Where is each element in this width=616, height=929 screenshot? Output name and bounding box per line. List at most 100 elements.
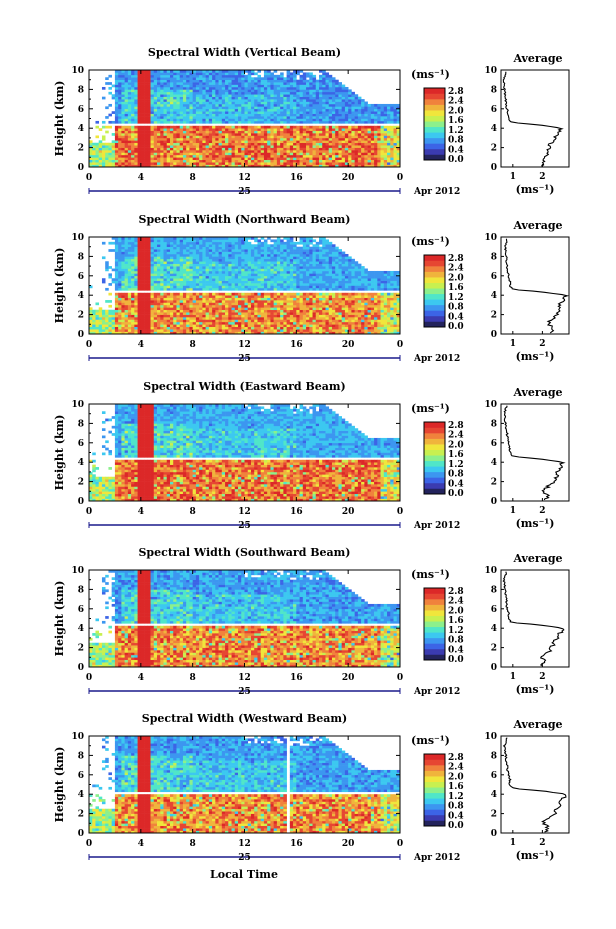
heat-cell <box>296 94 300 97</box>
heat-cell <box>303 104 307 107</box>
heat-cell <box>283 135 287 138</box>
heat-cell <box>219 302 223 305</box>
heat-cell <box>180 300 184 303</box>
heat-cell <box>147 99 151 102</box>
heat-cell <box>151 307 155 310</box>
heat-cell <box>180 305 184 308</box>
heat-cell <box>147 150 151 153</box>
heat-cell <box>325 72 329 75</box>
heat-cell <box>118 310 122 313</box>
heat-cell <box>387 148 391 151</box>
heat-cell <box>306 99 310 102</box>
heat-cell <box>277 104 281 107</box>
heat-cell <box>215 264 219 267</box>
heat-cell <box>261 133 265 136</box>
heat-cell <box>173 244 177 247</box>
heat-cell <box>199 283 203 286</box>
heat-cell <box>316 82 320 85</box>
heat-cell <box>212 87 216 90</box>
heat-cell <box>147 286 151 289</box>
heat-cell <box>134 150 138 153</box>
heat-cell <box>235 302 239 305</box>
heat-cell <box>173 160 177 163</box>
heat-cell <box>316 92 320 95</box>
heat-cell <box>193 97 197 100</box>
heat-cell <box>170 99 174 102</box>
heat-cell <box>202 143 206 146</box>
heat-cell <box>141 114 145 117</box>
heat-cell <box>199 87 203 90</box>
heat-cell <box>222 75 226 78</box>
heat-cell <box>329 85 333 88</box>
heat-cell <box>176 104 180 107</box>
heat-cell <box>306 131 310 134</box>
heat-cell <box>345 157 349 160</box>
heat-cell <box>189 140 193 143</box>
heat-cell <box>225 157 229 160</box>
heat-cell <box>319 75 323 78</box>
heat-cell <box>173 252 177 255</box>
heat-cell <box>196 298 200 301</box>
heat-cell <box>358 111 362 114</box>
heat-cell <box>228 111 232 114</box>
heat-cell <box>251 121 255 124</box>
heat-cell <box>232 111 236 114</box>
heat-cell <box>147 256 151 259</box>
heat-cell <box>147 148 151 151</box>
heat-cell <box>134 242 138 245</box>
heat-cell <box>186 128 190 131</box>
heat-cell <box>160 300 164 303</box>
heat-cell <box>296 97 300 100</box>
heat-cell <box>241 94 245 97</box>
heat-cell <box>141 126 145 129</box>
heat-cell <box>167 305 171 308</box>
heat-cell <box>151 114 155 117</box>
heat-cell <box>316 104 320 107</box>
heat-cell <box>125 252 129 255</box>
heat-cell <box>215 72 219 75</box>
heat-cell <box>186 310 190 313</box>
heat-cell <box>170 261 174 264</box>
heat-cell <box>121 116 125 119</box>
heat-cell <box>199 266 203 269</box>
heat-cell <box>228 126 232 129</box>
heat-cell <box>125 152 129 155</box>
heat-cell <box>112 155 116 158</box>
heat-cell <box>160 143 164 146</box>
heat-cell <box>384 114 388 117</box>
heat-cell <box>309 92 313 95</box>
heat-cell <box>196 72 200 75</box>
heat-cell <box>325 114 329 117</box>
heat-cell <box>348 140 352 143</box>
heat-cell <box>199 317 203 320</box>
heat-cell <box>134 89 138 92</box>
heat-cell <box>102 126 106 129</box>
heat-cell <box>115 295 119 298</box>
heat-cell <box>199 286 203 289</box>
heat-cell <box>115 317 119 320</box>
heat-cell <box>206 293 210 296</box>
heat-cell <box>319 85 323 88</box>
heat-cell <box>92 327 96 330</box>
heat-cell <box>287 80 291 83</box>
heat-cell <box>309 106 313 109</box>
heat-cell <box>313 77 317 80</box>
heat-cell <box>316 109 320 112</box>
heat-cell <box>112 324 116 327</box>
heat-cell <box>287 152 291 155</box>
heat-cell <box>238 278 242 281</box>
heat-cell <box>303 150 307 153</box>
heat-cell <box>189 114 193 117</box>
heat-cell <box>313 114 317 117</box>
y-tick-label: 8 <box>78 85 84 95</box>
heat-cell <box>222 276 226 279</box>
heat-cell <box>215 116 219 119</box>
heat-cell <box>115 104 119 107</box>
heat-cell <box>121 77 125 80</box>
heat-cell <box>232 72 236 75</box>
heat-cell <box>232 131 236 134</box>
heat-cell <box>131 126 135 129</box>
heat-cell <box>118 109 122 112</box>
heat-cell <box>232 254 236 257</box>
heat-cell <box>338 97 342 100</box>
